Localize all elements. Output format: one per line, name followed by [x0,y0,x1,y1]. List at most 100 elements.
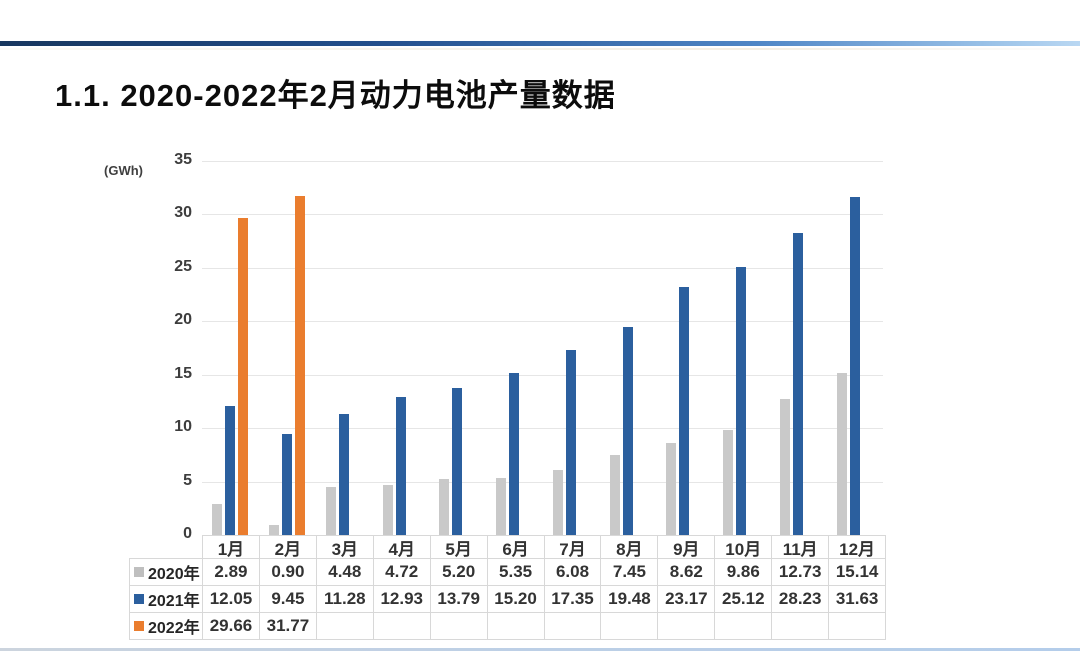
bar-2020年-5月 [439,479,450,535]
gridline-35 [202,161,883,162]
y-tick-label: 30 [174,204,192,222]
legend-swatch [134,621,144,631]
bar-2020年-6月 [496,477,507,535]
month-column-1月 [202,161,259,535]
plot-area [202,161,883,535]
month-cell: 5月 [429,535,488,559]
y-tick-label: 20 [174,311,192,329]
month-cell: 1月 [202,535,260,559]
bar-2021年-11月 [792,233,803,535]
value-cell: 12.93 [372,585,431,613]
value-cell [828,612,887,640]
month-column-9月 [656,161,713,535]
month-column-2月 [259,161,316,535]
value-cell: 9.86 [714,558,773,586]
gridline-10 [202,428,883,430]
value-cell: 28.23 [771,585,830,613]
bar-2021年-8月 [622,326,633,535]
value-cell [714,612,773,640]
month-cell: 8月 [600,535,659,559]
value-cell: 25.12 [714,585,773,613]
legend-swatch [134,594,144,604]
month-cell: 2月 [258,535,317,559]
y-tick-label: 15 [174,364,192,382]
month-column-5月 [429,161,486,535]
bar-2020年-10月 [723,429,734,535]
month-column-8月 [599,161,656,535]
bar-2021年-3月 [338,414,349,535]
value-cell [486,612,545,640]
legend-swatch [134,567,144,577]
value-cell: 12.73 [771,558,830,586]
series-row-2020年: 2020年 2.89 0.90 4.48 4.72 5.20 5.35 6.08 7.45 8.6… [129,558,887,586]
bars-layer [202,161,883,535]
bar-2020年-4月 [382,484,393,535]
series-name: 2022年 [148,620,200,637]
gridline-30 [202,214,883,216]
gridline-5 [202,481,883,483]
value-cell: 29.66 [202,612,260,640]
bar-2021年-12月 [849,197,860,535]
value-cell: 31.63 [828,585,887,613]
month-header-row: 1月 2月 3月 4月 5月 6月 7月 8月 9月 10月 11月 12月 [129,535,887,559]
value-cell: 23.17 [657,585,716,613]
month-column-12月 [826,161,883,535]
value-cell: 2.89 [202,558,260,586]
month-column-3月 [316,161,373,535]
value-cell: 5.35 [486,558,545,586]
gridline-20 [202,321,883,323]
bar-2020年-1月 [212,504,223,535]
month-cell: 6月 [486,535,545,559]
month-column-11月 [770,161,827,535]
value-cell: 12.05 [202,585,260,613]
month-column-6月 [486,161,543,535]
bar-2022年-2月 [295,195,306,535]
value-cell: 0.90 [258,558,317,586]
series-label-cell: 2021年 [129,585,203,613]
value-cell: 6.08 [543,558,602,586]
month-cell: 12月 [828,535,887,559]
y-tick-label: 35 [174,151,192,168]
y-tick-label: 0 [183,525,192,542]
bar-2022年-1月 [238,218,249,535]
value-cell: 5.20 [429,558,488,586]
bar-2020年-3月 [325,487,336,535]
value-cell: 31.77 [258,612,317,640]
value-cell: 15.20 [486,585,545,613]
bar-2020年-12月 [836,373,847,535]
bar-2020年-9月 [666,442,677,535]
month-column-10月 [713,161,770,535]
value-cell: 8.62 [657,558,716,586]
bar-2020年-11月 [779,398,790,535]
bar-2021年-6月 [509,372,520,535]
month-cell: 10月 [714,535,773,559]
month-cell: 3月 [315,535,374,559]
gridline-15 [202,374,883,376]
data-table: 1月 2月 3月 4月 5月 6月 7月 8月 9月 10月 11月 12月 2020年 2.89 0.90… [129,535,887,640]
value-cell [543,612,602,640]
y-axis-unit-label: (GWh) [104,163,143,178]
bar-2021年-4月 [395,396,406,535]
value-cell [771,612,830,640]
bar-2020年-7月 [552,470,563,535]
series-name: 2020年 [148,566,200,583]
value-cell [657,612,716,640]
bar-2021年-5月 [452,387,463,535]
gridline-25 [202,267,883,269]
top-divider-rule [0,41,1080,46]
month-cell: 9月 [657,535,716,559]
bar-2020年-8月 [609,455,620,535]
value-cell [315,612,374,640]
y-tick-label: 5 [183,471,192,489]
page-title: 1.1. 2020-2022年2月动力电池产量数据 [55,78,616,113]
bottom-divider-rule [0,648,1080,651]
series-name: 2021年 [148,593,200,610]
bar-2021年-10月 [736,266,747,535]
month-cell: 4月 [372,535,431,559]
value-cell: 13.79 [429,585,488,613]
value-cell [600,612,659,640]
series-row-2022年: 2022年 29.66 31.77 [129,612,887,640]
top-divider-glow [0,48,1080,50]
value-cell: 17.35 [543,585,602,613]
